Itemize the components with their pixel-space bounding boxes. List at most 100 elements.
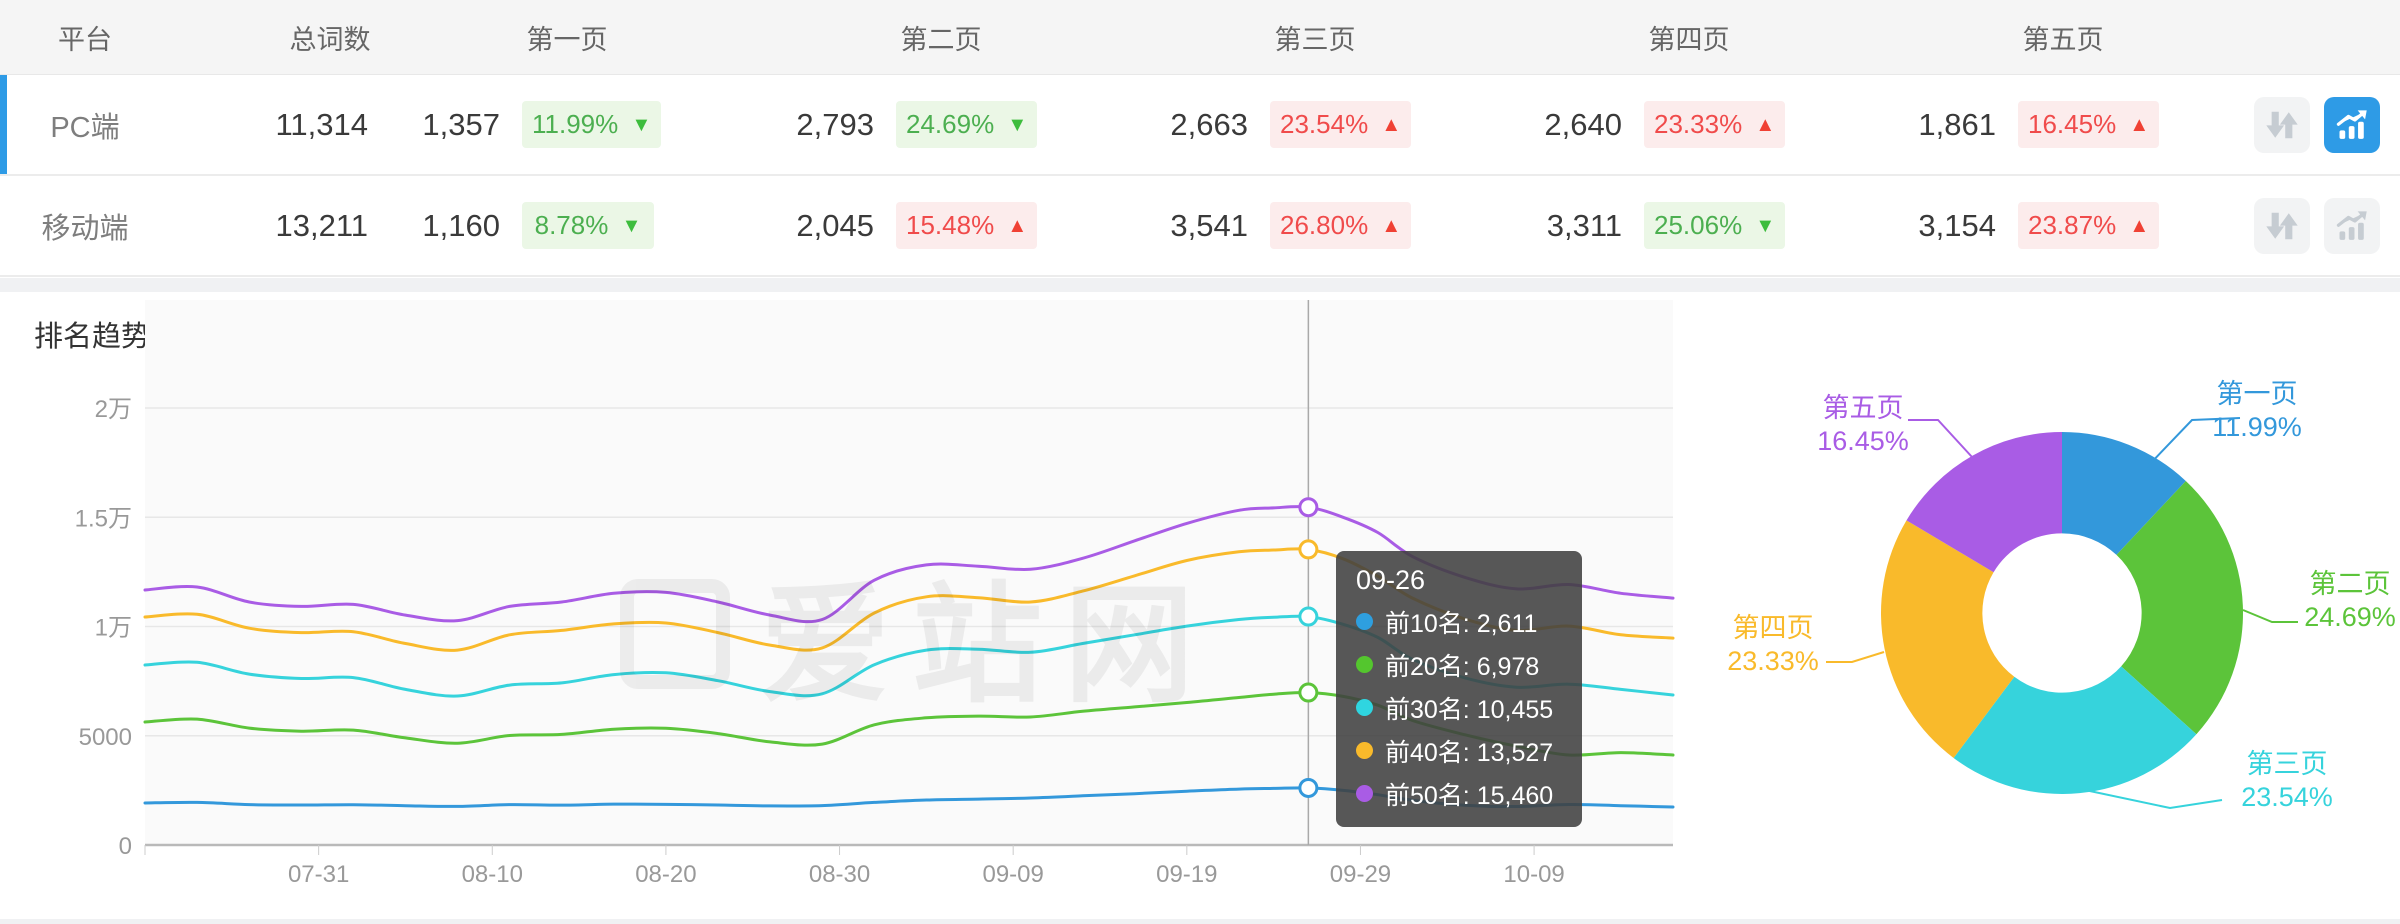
- page2-percent-badge: 24.69% ▼: [896, 101, 1038, 148]
- tooltip-series-text: 前10名: 2,611: [1385, 609, 1538, 638]
- marker-point-前30名: [1298, 606, 1319, 627]
- table-row-mobile[interactable]: 移动端 13,211 1,160 8.78% ▼ 2,045 15.48% ▲ 3,541 2…: [0, 176, 2400, 277]
- y-axis-label: 1.5万: [75, 505, 132, 532]
- section-divider: [0, 278, 2400, 292]
- page5-percent-badge: 23.87% ▲: [2018, 202, 2160, 249]
- page3-percent-badge: 23.54% ▲: [1270, 101, 1412, 148]
- row-actions: [2250, 96, 2400, 153]
- marker-point-前50名: [1298, 497, 1319, 518]
- row-actions: [2250, 197, 2400, 254]
- column-header-5: 第四页: [1648, 24, 1730, 55]
- donut-label-name: 第三页: [2246, 749, 2328, 779]
- page1-badge-wrap: 8.78% ▼: [512, 202, 662, 249]
- ranking-table: 平台 总词数 第一页 第二页 第三页 第四页 第五页 PC端 11,314 1,357 11.99…: [0, 0, 2400, 278]
- donut-label-name: 第二页: [2309, 569, 2391, 599]
- page4-percent-badge: 25.06% ▼: [1644, 202, 1786, 249]
- tooltip-series-row: 前40名: 13,527: [1356, 729, 1562, 772]
- x-axis-label: 09-09: [982, 861, 1043, 888]
- page-distribution-donut-chart[interactable]: [1700, 292, 2400, 924]
- donut-label-第三页: 第三页 23.54%: [2222, 748, 2352, 814]
- page4-count: 2,640: [1544, 106, 1622, 142]
- donut-label-第四页: 第四页 23.33%: [1708, 612, 1838, 678]
- table-header: 平台 总词数 第一页 第二页 第三页 第四页 第五页: [0, 0, 2400, 75]
- donut-label-percent: 23.33%: [1727, 646, 1819, 676]
- tooltip-series-row: 前20名: 6,978: [1356, 643, 1562, 686]
- tooltip-series-text: 前50名: 15,460: [1385, 781, 1554, 810]
- donut-leader-line: [2084, 789, 2223, 810]
- page5-percent-badge: 16.45% ▲: [2018, 101, 2160, 148]
- page3-badge-wrap: 23.54% ▲: [1260, 101, 1412, 148]
- sort-compare-button[interactable]: [2254, 197, 2310, 254]
- tooltip-series-text: 前40名: 13,527: [1385, 738, 1554, 767]
- tooltip-series-dot: [1356, 742, 1373, 759]
- donut-label-name: 第一页: [2216, 379, 2298, 409]
- donut-slice-第五页[interactable]: [1906, 432, 2062, 573]
- page4-badge-wrap: 23.33% ▲: [1634, 101, 1786, 148]
- page4-percent-badge: 23.33% ▲: [1644, 101, 1786, 148]
- page1-percent-badge: 11.99% ▼: [522, 101, 662, 148]
- donut-slice-第三页[interactable]: [1953, 666, 2197, 794]
- donut-leader-line: [2242, 609, 2298, 623]
- tooltip-series-row: 前10名: 2,611: [1356, 600, 1562, 643]
- page1-badge-wrap: 11.99% ▼: [512, 101, 662, 148]
- x-axis-label: 08-20: [635, 861, 696, 888]
- table-row-pc[interactable]: PC端 11,314 1,357 11.99% ▼ 2,793 24.69% ▼ 2,663…: [0, 75, 2400, 176]
- show-trend-chart-button[interactable]: [2324, 96, 2380, 153]
- x-axis-label: 09-19: [1156, 861, 1217, 888]
- platform-name: 移动端: [41, 212, 129, 245]
- tooltip-series-dot: [1356, 785, 1373, 802]
- page4-badge-wrap: 25.06% ▼: [1634, 202, 1786, 249]
- donut-label-percent: 23.54%: [2241, 782, 2333, 812]
- sort-compare-button[interactable]: [2254, 96, 2310, 153]
- total-keywords-value: 13,211: [275, 207, 368, 243]
- donut-leader-line: [1908, 419, 1973, 458]
- page5-count: 3,154: [1918, 207, 1996, 243]
- y-axis-label: 2万: [95, 396, 132, 423]
- donut-label-percent: 11.99%: [2212, 412, 2302, 442]
- tooltip-series-text: 前20名: 6,978: [1385, 652, 1540, 681]
- donut-slice-第二页[interactable]: [2116, 480, 2243, 735]
- y-axis-label: 5000: [79, 724, 132, 751]
- column-header-6: 第五页: [2022, 24, 2104, 55]
- page2-percent-badge: 15.48% ▲: [896, 202, 1038, 249]
- column-header-4: 第三页: [1274, 24, 1356, 55]
- donut-label-第一页: 第一页 11.99%: [2192, 378, 2322, 444]
- tooltip-series-row: 前30名: 10,455: [1356, 686, 1562, 729]
- trend-section-title: 排名趋势: [34, 321, 151, 353]
- column-header-2: 第一页: [526, 24, 608, 55]
- x-axis-label: 10-09: [1503, 861, 1564, 888]
- column-header-1: 总词数: [289, 24, 371, 55]
- page5-count: 1,861: [1918, 106, 1996, 142]
- page2-count: 2,793: [796, 106, 874, 142]
- donut-label-percent: 16.45%: [1817, 426, 1909, 456]
- page3-count: 3,541: [1170, 207, 1248, 243]
- tooltip-series-dot: [1356, 699, 1373, 716]
- donut-label-name: 第五页: [1822, 393, 1904, 423]
- show-trend-chart-button[interactable]: [2324, 197, 2380, 254]
- page-bottom-strip: [0, 919, 2400, 924]
- page1-percent-badge: 8.78% ▼: [522, 202, 654, 249]
- page2-badge-wrap: 24.69% ▼: [886, 101, 1038, 148]
- x-axis-label: 07-31: [288, 861, 349, 888]
- x-axis-label: 09-29: [1330, 861, 1391, 888]
- donut-slice-第一页[interactable]: [2062, 432, 2186, 555]
- page3-badge-wrap: 26.80% ▲: [1260, 202, 1412, 249]
- donut-label-第二页: 第二页 24.69%: [2285, 568, 2400, 634]
- donut-label-第五页: 第五页 16.45%: [1798, 392, 1928, 458]
- page4-count: 3,311: [1546, 207, 1622, 243]
- page1-count: 1,357: [422, 106, 500, 142]
- tooltip-series-row: 前50名: 15,460: [1356, 772, 1562, 815]
- platform-name: PC端: [50, 111, 120, 144]
- page3-percent-badge: 26.80% ▲: [1270, 202, 1412, 249]
- donut-leader-line: [2146, 417, 2241, 468]
- marker-point-前10名: [1298, 777, 1319, 798]
- tooltip-date: 09-26: [1356, 565, 1426, 595]
- page5-badge-wrap: 23.87% ▲: [2008, 202, 2160, 249]
- column-header-3: 第二页: [900, 24, 982, 55]
- chart-tooltip: 09-26 前10名: 2,611 前20名: 6,978 前30名: 10,455…: [1336, 551, 1582, 827]
- x-axis-label: 08-10: [462, 861, 523, 888]
- donut-label-percent: 24.69%: [2304, 602, 2396, 632]
- total-keywords-value: 11,314: [275, 106, 368, 142]
- page1-count: 1,160: [422, 207, 500, 243]
- donut-slice-第四页[interactable]: [1881, 520, 2015, 758]
